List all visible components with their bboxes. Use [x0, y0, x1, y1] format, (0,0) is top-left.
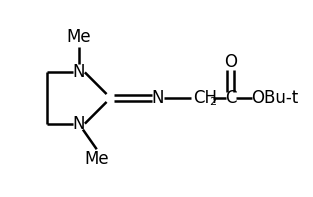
Text: N: N [73, 63, 85, 81]
Text: Me: Me [67, 28, 91, 46]
Text: Me: Me [85, 150, 109, 168]
Text: CH: CH [193, 89, 217, 107]
Text: N: N [151, 89, 164, 107]
Text: OBu-t: OBu-t [252, 89, 299, 107]
Text: C: C [225, 89, 237, 107]
Text: O: O [224, 53, 237, 71]
Text: 2: 2 [209, 97, 216, 107]
Text: N: N [73, 115, 85, 133]
